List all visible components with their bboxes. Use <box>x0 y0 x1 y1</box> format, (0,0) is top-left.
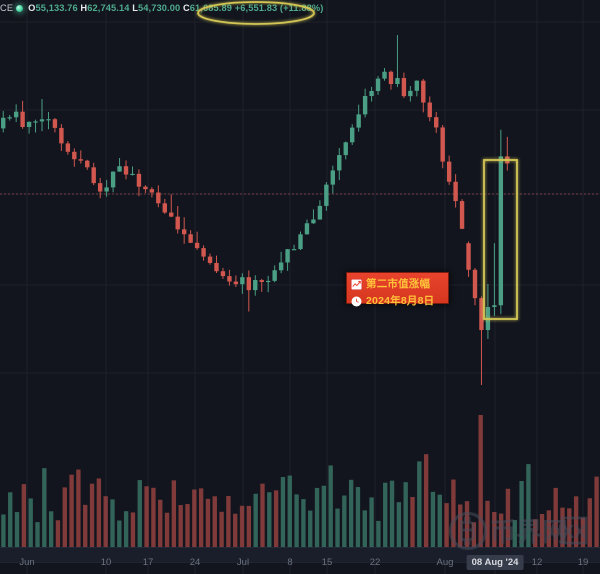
svg-text:币界网: 币界网 <box>490 517 568 547</box>
svg-text:XX: XX <box>562 522 586 542</box>
